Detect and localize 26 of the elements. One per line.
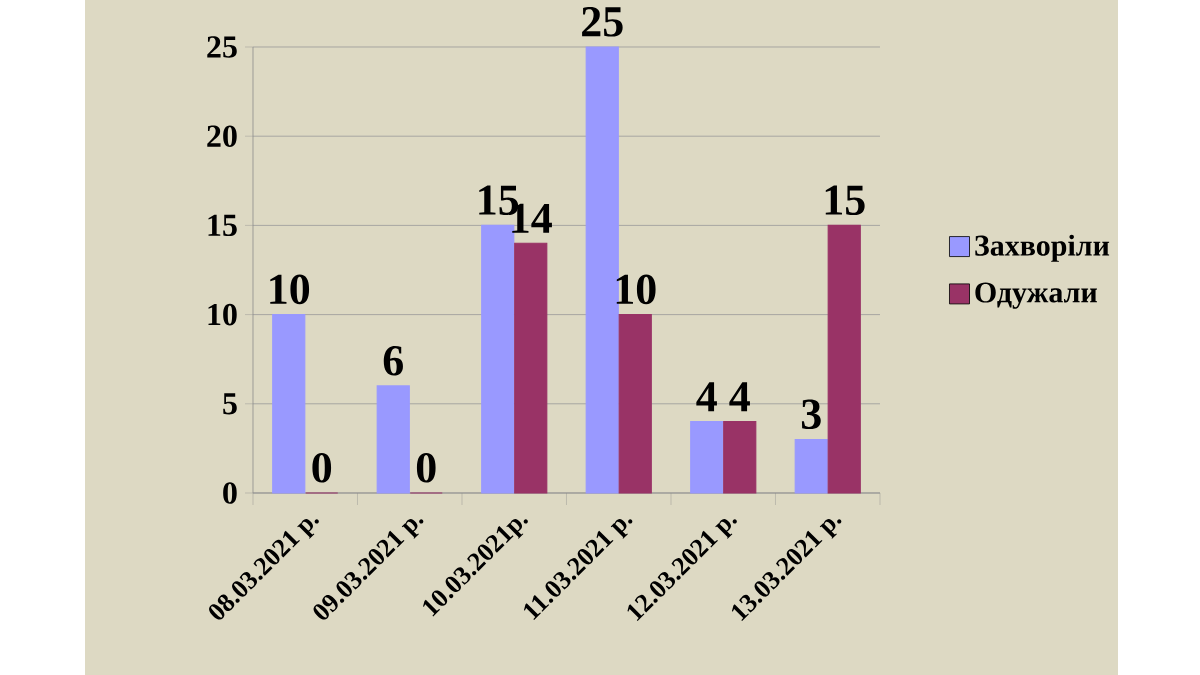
legend-label: Одужали (975, 282, 1097, 309)
data-label: 0 (312, 452, 332, 483)
y-tick-label: 15 (208, 214, 237, 237)
data-label: 25 (582, 7, 623, 37)
y-tick-label: 5 (223, 393, 237, 415)
legend-label: Захворіли (975, 234, 1110, 262)
bar (794, 438, 828, 494)
data-label: 6 (383, 345, 403, 376)
data-label: 0 (416, 452, 436, 483)
data-label: 4 (696, 382, 717, 412)
bar (272, 314, 306, 494)
bar (827, 224, 861, 494)
data-label: 15 (825, 185, 865, 216)
y-tick-label: 20 (207, 125, 237, 147)
data-label: 10 (616, 274, 656, 305)
bar (514, 242, 548, 494)
bar (690, 421, 724, 494)
data-label: 10 (270, 274, 310, 305)
data-label: 4 (729, 382, 750, 412)
y-tick-label: 25 (207, 36, 237, 58)
y-tick-label: 10 (208, 303, 237, 326)
y-tick-label: 0 (223, 482, 237, 504)
data-label: 3 (801, 399, 821, 430)
bar (376, 385, 410, 494)
bar (618, 314, 652, 494)
bar (723, 421, 757, 494)
